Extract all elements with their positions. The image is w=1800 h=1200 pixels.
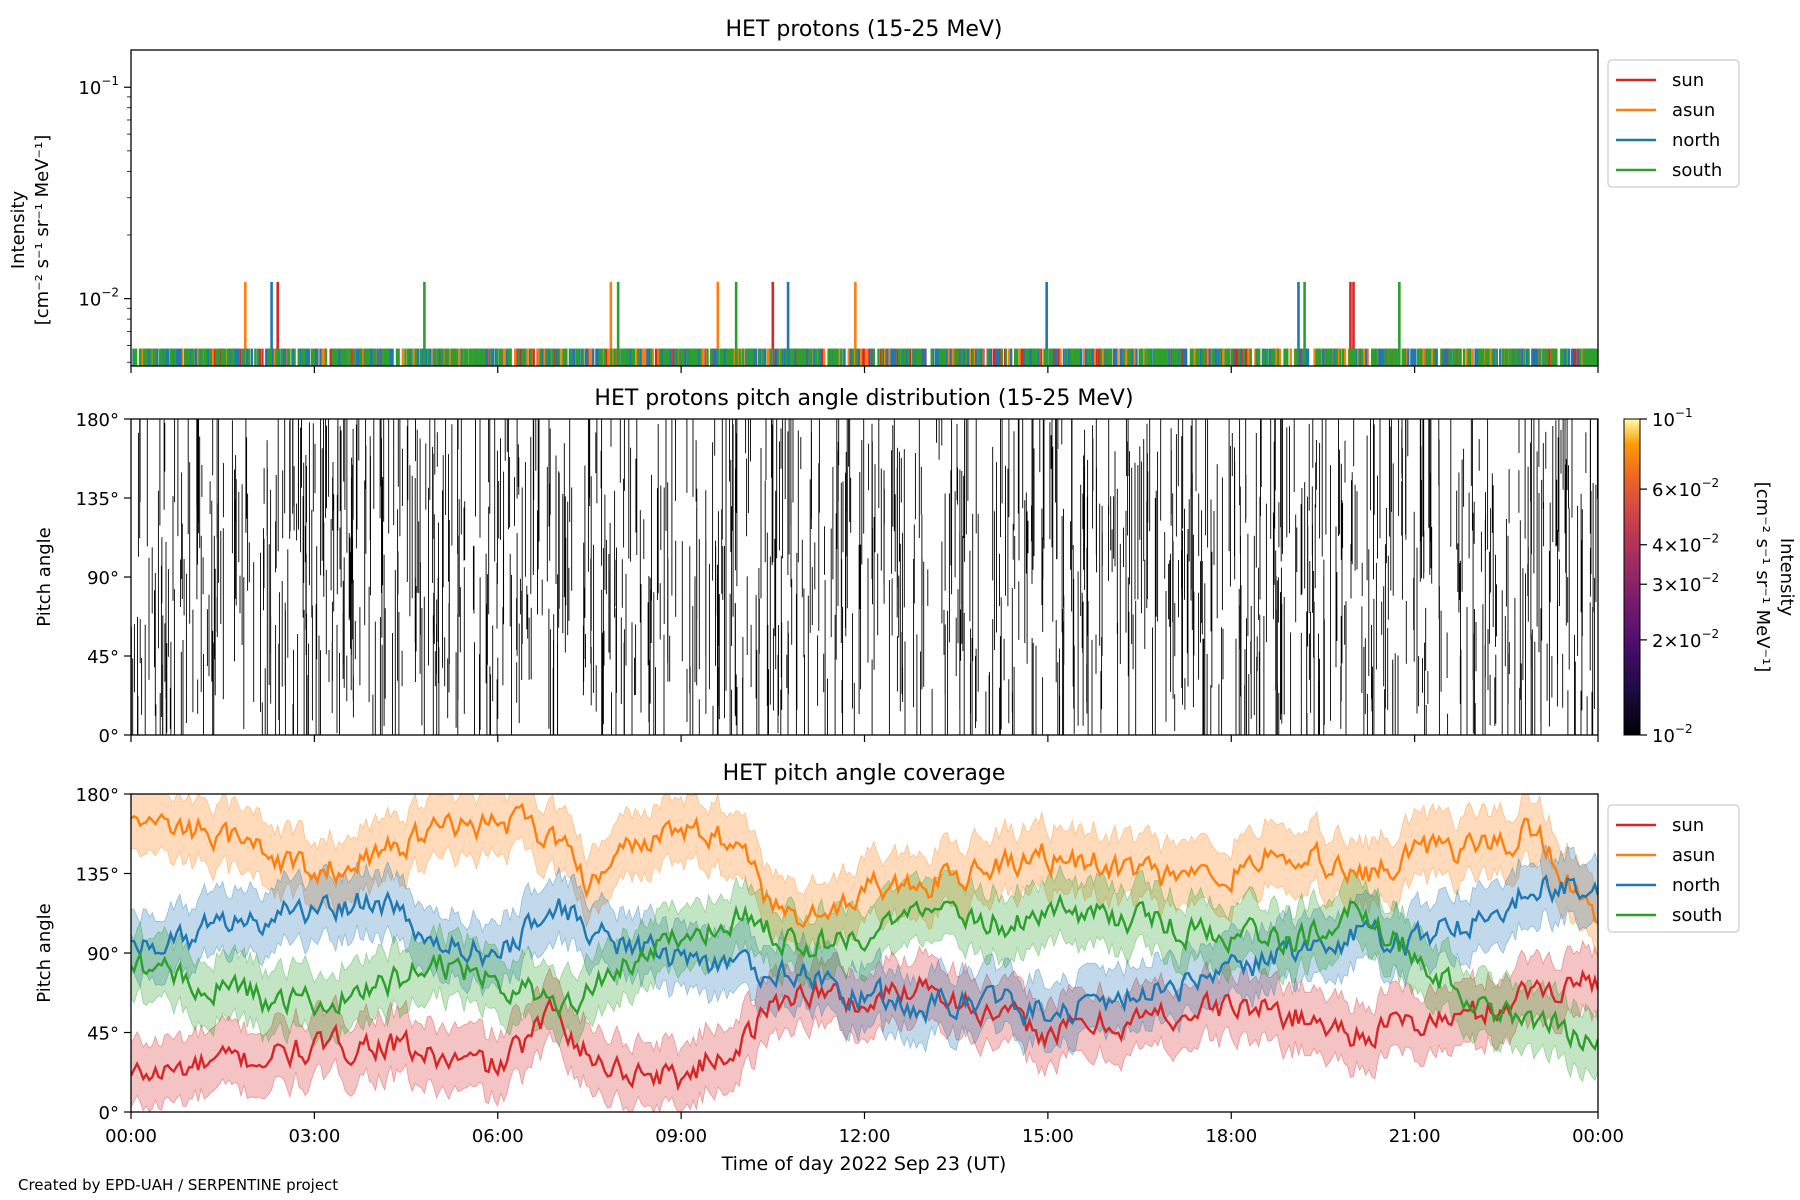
legend-label-asun: asun — [1672, 845, 1715, 866]
y-tick-label: 45° — [87, 647, 119, 668]
colorbar-tick-label: 6×10−2 — [1652, 476, 1719, 501]
x-tick-label: 15:00 — [1022, 1126, 1074, 1147]
distribution-marks — [130, 419, 1598, 735]
distribution-panel-ylabel: Pitch angle — [34, 527, 55, 626]
distribution-panel-xticks — [130, 735, 1599, 742]
x-tick-label: 00:00 — [105, 1126, 157, 1147]
y-tick-label: 0° — [99, 726, 119, 747]
pitch-angle-coverage-panel: HET pitch angle coverage Pitch angle 0° 4… — [34, 761, 1740, 1175]
y-tick-label: 0° — [99, 1103, 119, 1124]
y-tick-label: 10−2 — [78, 286, 119, 311]
colorbar-label-line2: [cm⁻² s⁻¹ sr⁻¹ MeV⁻¹] — [1752, 482, 1773, 673]
x-tick-label: 12:00 — [839, 1126, 891, 1147]
y-tick-label: 180° — [76, 785, 119, 806]
legend-label-sun: sun — [1672, 70, 1704, 91]
y-tick-exponent: −1 — [101, 74, 119, 88]
asun-coverage-band — [131, 794, 1598, 959]
coverage-panel-ylabel: Pitch angle — [34, 903, 55, 1002]
colorbar-label: Intensity [cm⁻² s⁻¹ sr⁻¹ MeV⁻¹] — [1752, 482, 1797, 673]
legend-box — [1607, 59, 1740, 188]
coverage-panel-lines — [131, 802, 1598, 1092]
legend-label-north: north — [1672, 130, 1720, 151]
y-tick-label: 180° — [76, 410, 119, 431]
x-tick-label: 21:00 — [1389, 1126, 1441, 1147]
legend-label-sun: sun — [1672, 815, 1704, 836]
legend-label-south: south — [1672, 905, 1722, 926]
legend-box — [1607, 804, 1740, 933]
asun-coverage-line — [131, 802, 1598, 929]
legend-label-south: south — [1672, 160, 1722, 181]
colorbar-tick-exponent: −2 — [1675, 722, 1693, 736]
sun-coverage-line — [131, 969, 1598, 1092]
y-tick-label: 10−1 — [78, 74, 119, 99]
colorbar-tick-label: 10−1 — [1652, 406, 1693, 431]
colorbar-tick-exponent: −2 — [1701, 532, 1719, 546]
y-tick-label: 90° — [87, 944, 119, 965]
x-tick-label: 09:00 — [655, 1126, 707, 1147]
legend-label-asun: asun — [1672, 100, 1715, 121]
colorbar-tick-label: 4×10−2 — [1652, 532, 1719, 557]
y-tick-label: 45° — [87, 1024, 119, 1045]
colorbar-tick-label: 10−2 — [1652, 722, 1693, 747]
y-tick-label: 90° — [87, 568, 119, 589]
intensity-panel-ylabel-line2: [cm⁻² s⁻¹ sr⁻¹ MeV⁻¹] — [32, 135, 53, 326]
y-tick-label: 135° — [76, 865, 119, 886]
colorbar-tick-exponent: −2 — [1701, 627, 1719, 641]
coverage-panel-xticks: 00:00 03:00 06:00 09:00 12:00 15:00 18:00 21:00… — [105, 1112, 1624, 1147]
colorbar-gradient — [1623, 418, 1641, 736]
intensity-panel-ylabel: Intensity [cm⁻² s⁻¹ sr⁻¹ MeV⁻¹] — [8, 135, 53, 326]
intensity-panel-xticks — [130, 366, 1599, 373]
distribution-panel-frame — [130, 418, 1599, 736]
coverage-panel-legend: sun asun north south — [1607, 804, 1740, 933]
distribution-panel-marks — [130, 419, 1598, 735]
legend-label-north: north — [1672, 875, 1720, 896]
y-tick-label: 135° — [76, 489, 119, 510]
intensity-panel-series — [132, 281, 1599, 366]
intensity-panel-ylabel-line1: Intensity — [8, 190, 29, 269]
intensity-panel-legend: sun asun north south — [1607, 59, 1740, 188]
coverage-panel-yticks: 0° 45° 90° 135° 180° — [76, 785, 131, 1124]
coverage-panel-title: HET pitch angle coverage — [723, 761, 1006, 786]
colorbar-tick-exponent: −2 — [1701, 571, 1719, 585]
x-tick-label: 03:00 — [288, 1126, 340, 1147]
x-tick-label: 18:00 — [1205, 1126, 1257, 1147]
y-tick-exponent: −2 — [101, 286, 119, 300]
intensity-panel-frame — [130, 49, 1599, 367]
colorbar-tick-exponent: −2 — [1701, 476, 1719, 490]
intensity-panel-yticks: 10−1 10−2 — [78, 74, 131, 363]
pitch-angle-distribution-panel: HET protons pitch angle distribution (15… — [34, 386, 1797, 747]
colorbar-tick-exponent: −1 — [1675, 406, 1693, 420]
coverage-panel-xlabel: Time of day 2022 Sep 23 (UT) — [721, 1153, 1007, 1175]
colorbar-label-line1: Intensity — [1776, 538, 1797, 617]
credit-text: Created by EPD-UAH / SERPENTINE project — [18, 1176, 339, 1194]
south-baseline-bars — [132, 348, 1599, 366]
intensity-panel: HET protons (15-25 MeV) Intensity [cm⁻² … — [8, 17, 1740, 373]
south-coverage-line — [131, 893, 1598, 1053]
north-coverage-line — [131, 874, 1598, 1027]
colorbar: 10−1 6×10−2 4×10−2 3×10−2 2×10−2 10−2 Intensi… — [1623, 406, 1797, 747]
coverage-panel-frame — [130, 793, 1599, 1113]
intensity-panel-title: HET protons (15-25 MeV) — [726, 17, 1003, 42]
distribution-panel-title: HET protons pitch angle distribution (15… — [594, 386, 1133, 411]
colorbar-ticks: 10−1 6×10−2 4×10−2 3×10−2 2×10−2 10−2 — [1640, 406, 1719, 747]
x-tick-label: 06:00 — [472, 1126, 524, 1147]
distribution-panel-yticks: 0° 45° 90° 135° 180° — [76, 410, 131, 747]
x-tick-label: 00:00 — [1572, 1126, 1624, 1147]
north-coverage-band — [131, 843, 1598, 1057]
colorbar-tick-label: 3×10−2 — [1652, 571, 1719, 596]
colorbar-tick-label: 2×10−2 — [1652, 627, 1719, 652]
